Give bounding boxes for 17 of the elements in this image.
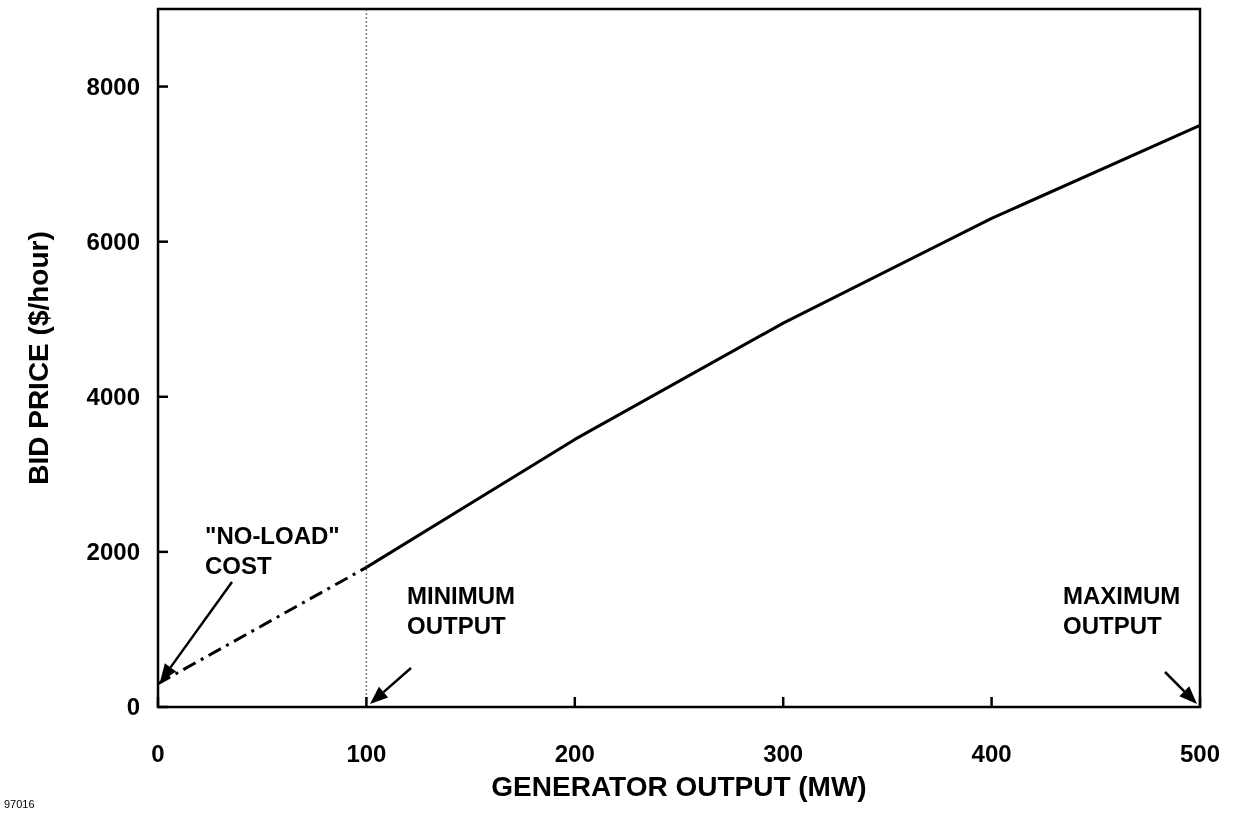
annotation: MINIMUM OUTPUT: [407, 582, 515, 639]
annotation: "NO-LOAD" COST: [205, 522, 340, 579]
y-tick-label: 8000: [86, 72, 140, 100]
x-tick-label: 300: [763, 740, 804, 767]
x-tick-label: 0: [151, 740, 165, 767]
y-tick-label: 2000: [86, 538, 140, 566]
x-tick-label: 500: [1179, 740, 1221, 767]
x-tick-label: 200: [554, 740, 595, 767]
y-tick-label: 4000: [86, 383, 140, 411]
x-axis-title: GENERATOR OUTPUT (MW): [491, 771, 867, 802]
y-tick-label: 6000: [86, 228, 140, 256]
annotation: MAXIMUM OUTPUT: [1063, 582, 1181, 639]
y-axis-title: BID PRICE ($/hour): [23, 231, 54, 485]
text: 97016: [4, 798, 35, 810]
x-tick-label: 100: [346, 740, 387, 767]
y-tick-label: 0: [126, 693, 140, 721]
x-tick-label: 400: [971, 740, 1012, 767]
